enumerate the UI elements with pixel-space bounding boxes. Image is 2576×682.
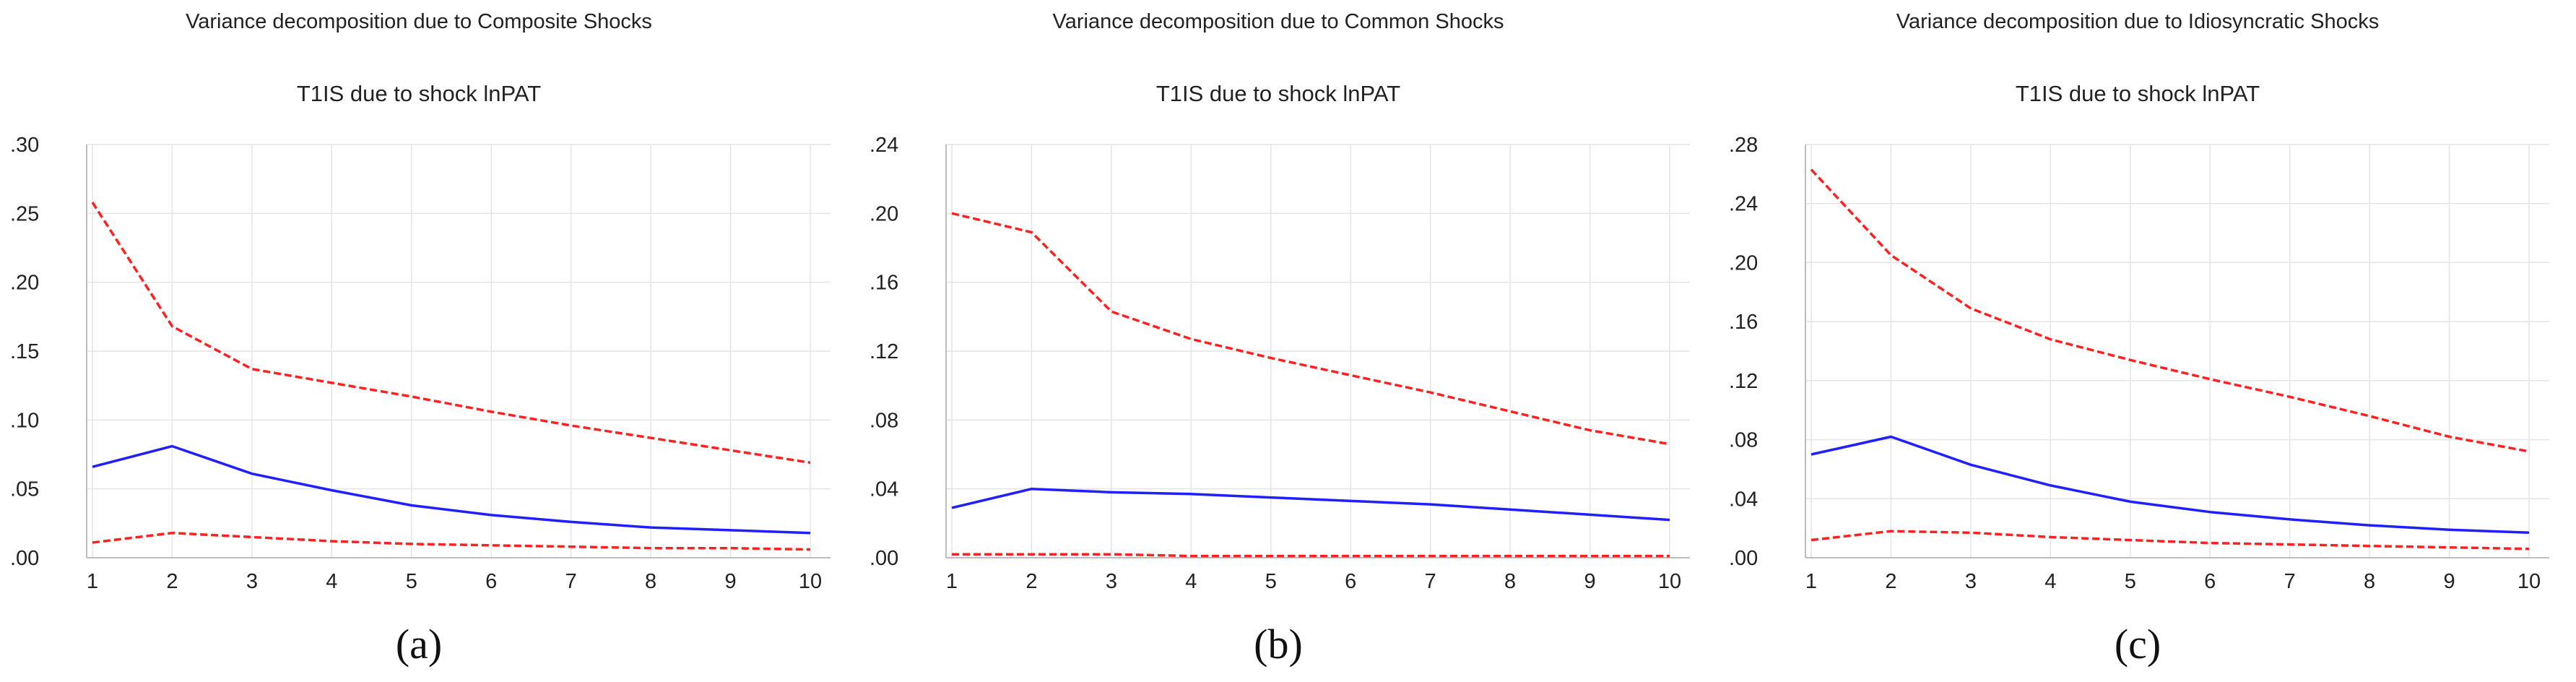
x-tick-label: 5 (406, 570, 417, 593)
chart-panel-c: Variance decomposition due to Idiosyncra… (1719, 0, 2557, 682)
chart-subtitle: T1IS due to shock lnPAT (2015, 81, 2260, 106)
chart-svg: .00 .04 .08 .12 .16 .20 .24 .28 1 2 3 4 5 6 7 8 9 10 (1729, 134, 2549, 593)
series-line-upper (91, 202, 811, 465)
series-line-estimate (92, 444, 811, 535)
y-tick-label: .15 (10, 340, 39, 363)
x-tick-label: 2 (1025, 570, 1037, 593)
x-tick-label: 6 (2204, 570, 2216, 593)
panel-caption: (c) (2114, 621, 2161, 668)
y-tick-label: .20 (1729, 251, 1758, 275)
y-tick-label: .04 (869, 478, 898, 501)
series-line-upper (951, 212, 1670, 446)
series-line-lower (92, 531, 811, 551)
panel-caption: (b) (1254, 621, 1303, 668)
chart-title: Variance decomposition due to Idiosyncra… (1896, 10, 2380, 33)
y-tick-label: .08 (1729, 429, 1758, 452)
series-line-upper (1810, 168, 2530, 453)
x-tick-label: 1 (87, 570, 98, 593)
y-tick-label: .24 (869, 134, 898, 157)
y-tick-label: .25 (10, 202, 39, 225)
x-tick-label: 7 (1425, 570, 1436, 593)
x-tick-label: 9 (1584, 570, 1595, 593)
chart-svg: .00 .05 .10 .15 .20 .25 .30 1 2 3 4 5 6 7 8 9 10 (10, 134, 831, 593)
x-tick-label: 6 (1345, 570, 1356, 593)
chart-svg: .00 .04 .08 .12 .16 .20 .24 1 2 3 4 5 6 7 8 9 10 (869, 134, 1690, 593)
y-tick-label: .10 (10, 409, 39, 432)
chart-title: Variance decomposition due to Common Sho… (1052, 10, 1504, 33)
y-tick-label: .28 (1729, 134, 1758, 157)
x-tick-label: 8 (2364, 570, 2375, 593)
y-tick-label: .24 (1729, 193, 1758, 216)
x-tick-label: 6 (485, 570, 497, 593)
x-tick-label: 10 (1658, 570, 1681, 593)
y-tick-label: .12 (1729, 370, 1758, 393)
y-tick-label: .00 (869, 547, 898, 570)
x-tick-label: 3 (1106, 570, 1117, 593)
x-tick-label: 1 (946, 570, 958, 593)
series-line-lower (1810, 530, 2530, 551)
y-tick-label: .20 (869, 202, 898, 225)
chart-subtitle: T1IS due to shock lnPAT (296, 81, 542, 106)
x-tick-label: 5 (1265, 570, 1277, 593)
x-tick-label: 5 (2125, 570, 2136, 593)
series-line-estimate (951, 487, 1670, 522)
x-tick-label: 4 (1185, 570, 1197, 593)
series-line-lower (952, 553, 1670, 558)
y-tick-label: .16 (1729, 311, 1758, 334)
x-tick-label: 3 (246, 570, 258, 593)
y-tick-label: .08 (869, 409, 898, 432)
x-tick-label: 7 (565, 570, 577, 593)
x-tick-label: 8 (1504, 570, 1516, 593)
x-tick-label: 4 (2044, 570, 2056, 593)
y-tick-label: .00 (10, 547, 39, 570)
x-tick-label: 10 (2518, 570, 2541, 593)
y-tick-label: .00 (1729, 547, 1758, 570)
y-tick-label: .05 (10, 478, 39, 501)
x-tick-label: 9 (2443, 570, 2455, 593)
y-tick-label: .30 (10, 134, 39, 157)
x-tick-label: 7 (2284, 570, 2296, 593)
x-tick-label: 10 (799, 570, 822, 593)
x-tick-label: 8 (645, 570, 656, 593)
chart-panel-b: Variance decomposition due to Common Sho… (859, 0, 1697, 682)
y-tick-label: .12 (869, 340, 898, 363)
y-tick-label: .16 (869, 272, 898, 295)
panel-caption: (a) (395, 621, 443, 668)
y-tick-label: .20 (10, 272, 39, 295)
chart-title: Variance decomposition due to Composite … (186, 10, 652, 33)
x-tick-label: 1 (1805, 570, 1817, 593)
x-tick-label: 9 (724, 570, 736, 593)
chart-subtitle: T1IS due to shock lnPAT (1155, 81, 1401, 106)
x-tick-label: 2 (1885, 570, 1896, 593)
x-tick-label: 2 (166, 570, 178, 593)
x-tick-label: 4 (326, 570, 337, 593)
chart-panel-a: Variance decomposition due to Composite … (0, 0, 838, 682)
y-tick-label: .04 (1729, 488, 1758, 511)
series-line-estimate (1810, 435, 2530, 535)
x-tick-label: 3 (1965, 570, 1977, 593)
